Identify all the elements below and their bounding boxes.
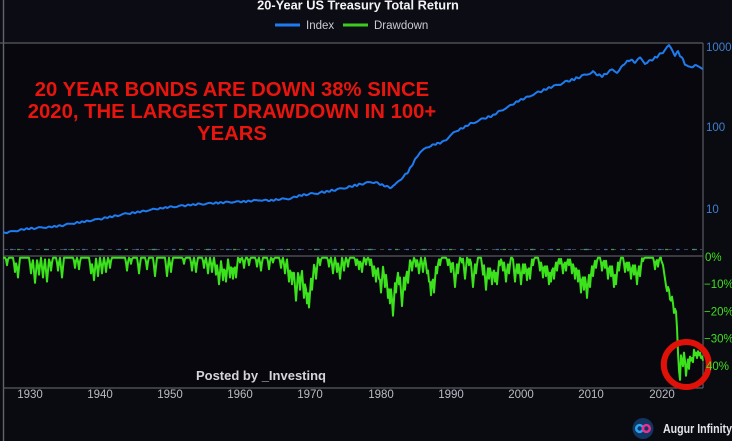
svg-text:20-Year US Treasury Total Retu: 20-Year US Treasury Total Return (257, 0, 459, 13)
svg-text:Drawdown: Drawdown (374, 20, 428, 32)
svg-text:40%: 40% (706, 361, 729, 373)
svg-text:1990: 1990 (438, 389, 464, 401)
svg-text:1950: 1950 (157, 389, 183, 401)
svg-text:20 YEAR BONDS ARE DOWN 38% SIN: 20 YEAR BONDS ARE DOWN 38% SINCE (35, 79, 429, 101)
svg-text:1940: 1940 (87, 389, 113, 401)
svg-text:100: 100 (706, 122, 725, 134)
svg-text:0%: 0% (705, 252, 722, 264)
svg-text:−20%: −20% (704, 307, 732, 319)
svg-text:1960: 1960 (227, 389, 253, 401)
svg-text:1000: 1000 (706, 42, 732, 54)
svg-text:−10%: −10% (704, 279, 732, 291)
svg-text:Augur Infinity: Augur Infinity (663, 422, 732, 436)
svg-text:1970: 1970 (297, 389, 323, 401)
svg-text:1930: 1930 (17, 389, 43, 401)
svg-text:2020: 2020 (649, 389, 675, 401)
svg-text:10: 10 (706, 204, 719, 216)
svg-text:Index: Index (306, 20, 334, 32)
svg-text:2010: 2010 (578, 389, 604, 401)
svg-text:2000: 2000 (508, 389, 534, 401)
svg-text:−30%: −30% (704, 334, 732, 346)
svg-text:1980: 1980 (368, 389, 394, 401)
svg-text:2020, THE LARGEST DRAWDOWN IN: 2020, THE LARGEST DRAWDOWN IN 100+ (28, 101, 437, 123)
svg-text:Posted by _Investinq: Posted by _Investinq (196, 368, 326, 383)
svg-text:YEARS: YEARS (197, 123, 267, 145)
